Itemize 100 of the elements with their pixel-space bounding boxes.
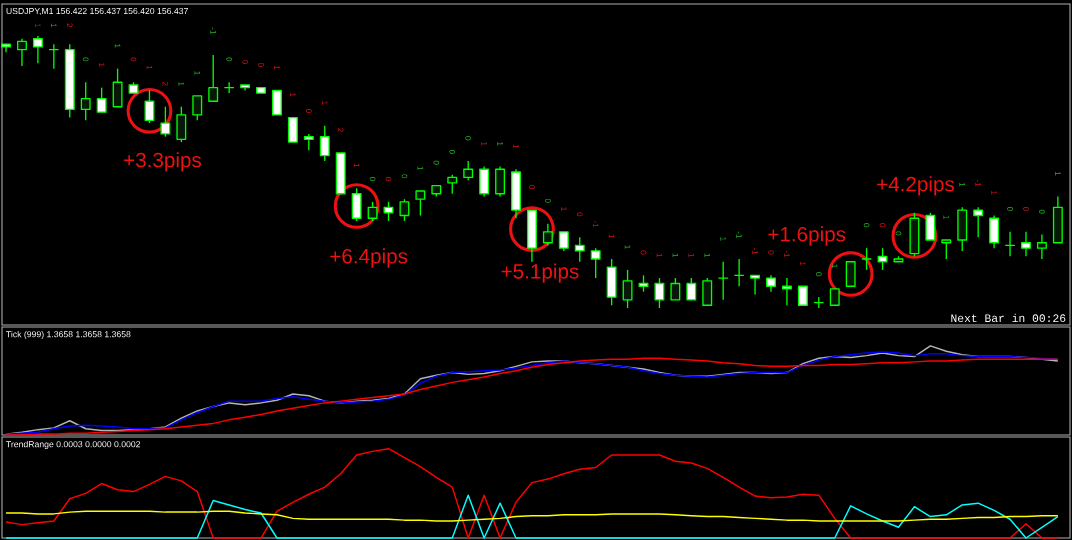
candlestick [208,54,219,102]
text: 1 [274,65,280,70]
text: 0 [305,109,312,113]
annotation: +1.6pips [768,226,846,246]
chart-title: USDJPY,M1 156.422 156.437 156.420 156.437 [6,7,188,16]
text: 0 [401,174,408,179]
text: 1 [672,253,679,258]
candlestick [574,236,585,263]
text: 0 [1007,207,1013,211]
text: 2 [162,82,169,86]
text: 0 [1023,207,1029,211]
text: 0 [879,223,886,228]
text: 1 [98,63,105,67]
candlestick [781,277,792,306]
candlestick [542,223,553,247]
text: 1 [481,142,487,146]
text: 1 [194,71,201,75]
text: 0 [863,223,870,228]
text: 0 [449,149,456,154]
annotation: +3.3pips [124,152,202,172]
candlestick [1021,231,1031,257]
text: 1 [513,144,519,149]
candlestick [686,277,697,301]
text: -1 [784,250,790,258]
annotation: +4.2pips [877,176,955,196]
text: 0 [815,272,822,277]
text: -1 [210,27,216,34]
candlestick [399,198,410,222]
candlestick [797,285,808,306]
candlestick [80,81,91,121]
text: 1 [353,163,360,168]
text: 1 [800,261,806,266]
text: 1 [720,237,726,241]
text: 1 [290,93,296,97]
text: 0 [130,57,137,62]
text: 1 [417,166,424,170]
text: 1 [146,65,153,70]
text: 1 [943,215,950,219]
text: 0 [226,57,232,62]
candlestick [463,160,474,181]
annotation: +5.1pips [501,263,579,283]
text: 1 [1055,171,1061,176]
candlestick [160,106,171,138]
candlestick [16,38,27,67]
candlestick [144,89,155,124]
candlestick [750,274,761,296]
text: 0 [385,177,392,181]
text: 0 [433,160,440,165]
text: 0 [82,57,89,62]
annotation: +6.4pips [330,248,408,268]
candlestick [447,174,458,195]
candlestick [192,95,203,121]
text: 0 [895,231,902,236]
text: 0 [529,185,535,190]
text: 1 [561,207,567,211]
candlestick [1036,233,1047,260]
text: 0 [640,250,647,255]
text: Next Bar in 00:26 [951,313,1066,323]
text: 2 [66,23,73,28]
candlestick [622,269,633,309]
text: 1 [51,23,57,28]
chart-title: Tick (999) 1.3658 1.3658 1.3658 [6,330,131,340]
text: 1 [991,191,997,195]
candlestick [654,277,665,309]
text: 1 [178,82,185,86]
text: 0 [576,212,583,217]
candlestick [973,206,984,238]
text: -1 [592,220,599,228]
text: 2 [337,128,344,132]
text: -1 [975,179,981,187]
candlestick [941,239,952,260]
text: 0 [1039,209,1045,214]
candlestick [367,201,378,222]
text: 0 [258,62,264,67]
text: 1 [35,23,41,28]
text: 0 [545,198,551,203]
candlestick [32,35,43,64]
text: 0 [465,136,472,141]
candlestick [877,247,888,271]
text: 1 [831,264,838,268]
text: 0 [242,60,248,64]
candlestick [96,87,107,113]
text: 1 [322,101,328,105]
text: 0 [768,250,774,255]
text: 1 [497,142,503,146]
text: 1 [608,234,615,238]
candlestick [558,231,569,252]
text: 0 [369,177,376,181]
candlestick [590,247,601,279]
chart-title: TrendRange 0.0003 0.0000 0.0002 [6,440,141,450]
candlestick [319,125,330,162]
text: -1 [752,247,758,255]
candlestick [415,190,426,217]
text: 1 [656,253,663,258]
text: -1 [736,231,742,238]
text: 1 [114,44,121,48]
candlestick [670,277,681,301]
text: 1 [704,253,710,258]
text: 1 [688,253,695,258]
text: 1 [624,245,631,249]
